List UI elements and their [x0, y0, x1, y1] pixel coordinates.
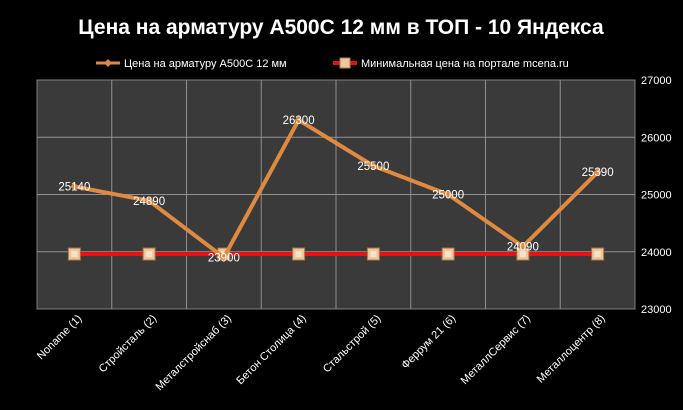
data-label: 25500 — [357, 161, 389, 173]
series-price-marker — [219, 253, 228, 262]
series-price-marker — [70, 182, 79, 191]
series-min-marker-inner — [519, 251, 526, 258]
series-min-marker-inner — [71, 251, 78, 258]
legend-marker-min-square — [339, 57, 351, 69]
data-label: 24090 — [507, 242, 539, 254]
series-price-marker — [593, 168, 602, 177]
series-price-marker — [294, 116, 303, 125]
series-price-line — [73, 118, 600, 260]
data-label: 23900 — [208, 252, 240, 264]
series-min-marker-inner — [594, 251, 601, 258]
legend-label-price: Цена на арматуру А500С 12 мм — [124, 58, 287, 70]
legend-marker-price-diamond — [104, 59, 112, 67]
series-min-marker-inner — [146, 251, 153, 258]
x-axis: Noname (1) Стройсталь (2)Металстройснаб (… — [35, 313, 608, 394]
series-price-marker — [369, 161, 378, 170]
y-tick-label: 27000 — [641, 75, 672, 87]
series-price-marker — [518, 242, 527, 251]
data-label: 25390 — [582, 167, 614, 179]
x-tick-label: МеталлСервис (7) — [459, 313, 533, 387]
chart-title: Цена на арматуру А500С 12 мм в ТОП - 10 … — [78, 16, 604, 39]
legend-label-min: Минимальная цена на портале mcena.ru — [361, 58, 569, 70]
y-tick-label: 25000 — [641, 190, 672, 202]
x-tick-label: Noname (1) — [35, 313, 85, 363]
y-tick-label: 23000 — [641, 304, 672, 316]
x-tick-label: Стальстрой (5) — [321, 313, 384, 376]
y-axis: 23000 24000 25000 26000 27000 — [641, 75, 672, 316]
series-min-marker-inner — [370, 251, 377, 258]
x-tick-label: Металстройснаб (3) — [153, 313, 234, 394]
data-label: 24890 — [133, 196, 165, 208]
x-tick-label: Стройсталь (2) — [97, 313, 160, 376]
legend: Цена на арматуру А500С 12 мм Минимальная… — [96, 57, 569, 70]
grid — [37, 80, 635, 309]
series-min-price — [67, 247, 605, 261]
data-label: 25000 — [432, 190, 464, 202]
series-min-marker-inner — [295, 251, 302, 258]
series-price — [70, 116, 602, 262]
data-labels: 25140 24890 23900 26300 25500 25000 24090 25390 — [58, 115, 613, 264]
series-min-marker-inner — [445, 251, 452, 258]
series-price-marker — [444, 190, 453, 199]
series-price-marker — [145, 196, 154, 205]
x-tick-label: Бетон Столица (4) — [234, 313, 309, 388]
data-label: 26300 — [283, 115, 315, 127]
y-tick-label: 24000 — [641, 247, 672, 259]
data-label: 25140 — [58, 181, 90, 193]
x-tick-label: Металлоцентр (8) — [535, 313, 608, 386]
x-tick-label: Феррум 21 (6) — [399, 313, 458, 372]
y-tick-label: 26000 — [641, 132, 672, 144]
